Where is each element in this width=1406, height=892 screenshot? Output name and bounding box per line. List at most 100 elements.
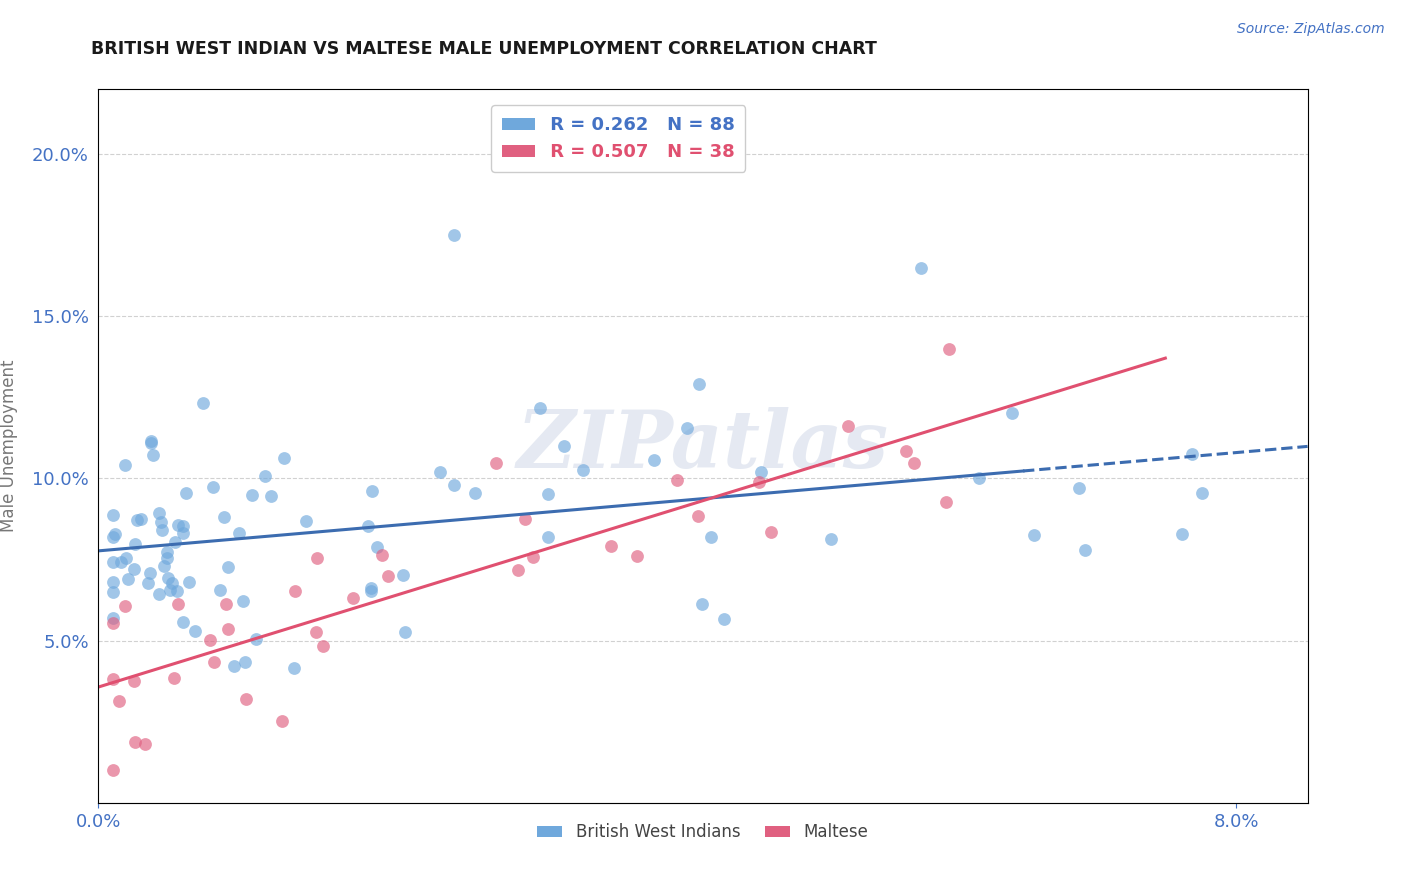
Point bbox=[101, 611, 124, 625]
Point bbox=[209, 583, 232, 598]
Point bbox=[214, 597, 236, 611]
Point bbox=[101, 555, 124, 569]
Point bbox=[307, 551, 329, 566]
Point bbox=[172, 615, 194, 629]
Point bbox=[294, 514, 316, 528]
Point bbox=[165, 535, 187, 549]
Text: Source: ZipAtlas.com: Source: ZipAtlas.com bbox=[1237, 22, 1385, 37]
Point bbox=[643, 452, 665, 467]
Point bbox=[312, 639, 335, 653]
Point bbox=[553, 439, 575, 453]
Point bbox=[394, 625, 416, 640]
Point bbox=[222, 659, 245, 673]
Point bbox=[101, 530, 124, 544]
Point bbox=[228, 526, 250, 541]
Point bbox=[676, 420, 699, 434]
Point bbox=[198, 633, 221, 648]
Y-axis label: Male Unemployment: Male Unemployment bbox=[0, 359, 18, 533]
Point bbox=[1181, 447, 1204, 461]
Point bbox=[124, 537, 146, 551]
Point bbox=[665, 473, 688, 487]
Point bbox=[969, 471, 991, 485]
Point bbox=[122, 673, 145, 688]
Point bbox=[235, 692, 257, 706]
Point bbox=[134, 737, 156, 751]
Point bbox=[114, 458, 136, 472]
Point bbox=[148, 587, 170, 601]
Point bbox=[139, 434, 162, 449]
Point bbox=[114, 550, 136, 565]
Point bbox=[101, 616, 124, 631]
Point bbox=[110, 555, 132, 569]
Point bbox=[600, 539, 623, 553]
Point bbox=[443, 228, 465, 243]
Point bbox=[270, 714, 292, 729]
Point bbox=[107, 694, 129, 708]
Point bbox=[273, 451, 295, 466]
Point bbox=[245, 632, 267, 646]
Point bbox=[101, 672, 124, 686]
Point bbox=[571, 463, 593, 477]
Point bbox=[529, 401, 551, 415]
Point bbox=[117, 572, 139, 586]
Point bbox=[761, 525, 783, 540]
Point bbox=[903, 456, 925, 470]
Point bbox=[910, 260, 932, 275]
Point bbox=[537, 487, 560, 501]
Point bbox=[938, 342, 960, 356]
Point bbox=[360, 583, 382, 598]
Point bbox=[284, 584, 307, 599]
Point bbox=[149, 515, 172, 529]
Point bbox=[142, 448, 165, 462]
Point bbox=[360, 581, 382, 595]
Point bbox=[172, 519, 194, 533]
Point bbox=[166, 583, 188, 598]
Point bbox=[748, 475, 770, 489]
Point bbox=[148, 506, 170, 520]
Point bbox=[305, 625, 328, 640]
Point bbox=[114, 599, 136, 614]
Point bbox=[240, 488, 263, 502]
Point bbox=[357, 519, 380, 533]
Point bbox=[686, 509, 709, 524]
Point bbox=[156, 551, 179, 566]
Point bbox=[1067, 481, 1090, 495]
Point bbox=[935, 494, 957, 508]
Point bbox=[162, 575, 184, 590]
Point bbox=[429, 465, 451, 479]
Point bbox=[166, 597, 188, 611]
Point bbox=[820, 532, 842, 546]
Point bbox=[166, 518, 188, 533]
Point bbox=[204, 656, 226, 670]
Point bbox=[626, 549, 648, 563]
Point bbox=[176, 486, 198, 500]
Point bbox=[253, 468, 276, 483]
Point bbox=[713, 612, 735, 626]
Point bbox=[232, 594, 254, 608]
Text: ZIPatlas: ZIPatlas bbox=[517, 408, 889, 484]
Point bbox=[101, 574, 124, 589]
Point bbox=[700, 530, 723, 544]
Point bbox=[101, 764, 124, 778]
Point bbox=[163, 671, 186, 685]
Point bbox=[141, 436, 163, 450]
Point bbox=[690, 597, 713, 611]
Point bbox=[1022, 527, 1045, 541]
Point bbox=[749, 466, 772, 480]
Point bbox=[101, 585, 124, 599]
Point bbox=[837, 419, 859, 434]
Point bbox=[392, 568, 415, 582]
Point bbox=[217, 560, 239, 574]
Point bbox=[342, 591, 364, 605]
Point bbox=[233, 655, 256, 669]
Point bbox=[191, 396, 214, 410]
Point bbox=[506, 563, 529, 577]
Point bbox=[131, 512, 153, 526]
Point bbox=[177, 574, 200, 589]
Point bbox=[184, 624, 207, 638]
Point bbox=[894, 443, 917, 458]
Point bbox=[377, 569, 399, 583]
Point bbox=[366, 540, 388, 554]
Point bbox=[522, 550, 544, 565]
Text: BRITISH WEST INDIAN VS MALTESE MALE UNEMPLOYMENT CORRELATION CHART: BRITISH WEST INDIAN VS MALTESE MALE UNEM… bbox=[91, 40, 877, 58]
